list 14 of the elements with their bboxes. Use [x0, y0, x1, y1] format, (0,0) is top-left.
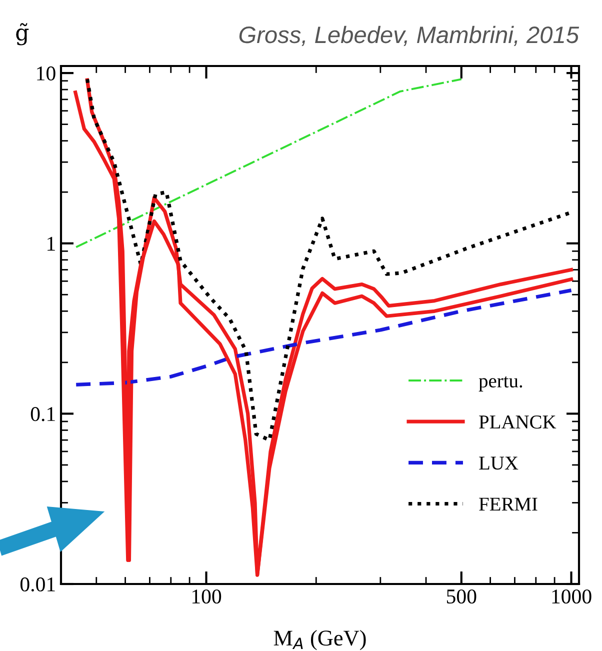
chart-title: Gross, Lebedev, Mambrini, 2015 — [239, 26, 580, 46]
y-tick-label: 0.1 — [30, 407, 55, 422]
legend-label: PLANCK — [479, 416, 556, 429]
legend-label: FERMI — [479, 498, 538, 511]
legend-label: pertu. — [478, 376, 522, 392]
y-tick-label: 0.01 — [20, 577, 55, 592]
x-tick-label: 1000 — [552, 589, 592, 604]
y-axis-title: g̃ — [16, 23, 29, 46]
legend-label: LUX — [479, 456, 518, 470]
x-axis-title: M$_{A}$ (GeV) — [274, 630, 366, 650]
x-tick-label: 100 — [192, 589, 222, 604]
y-tick-label: 10 — [37, 66, 56, 80]
x-tick-label: 500 — [446, 589, 476, 604]
y-tick-label: 1 — [48, 236, 55, 251]
